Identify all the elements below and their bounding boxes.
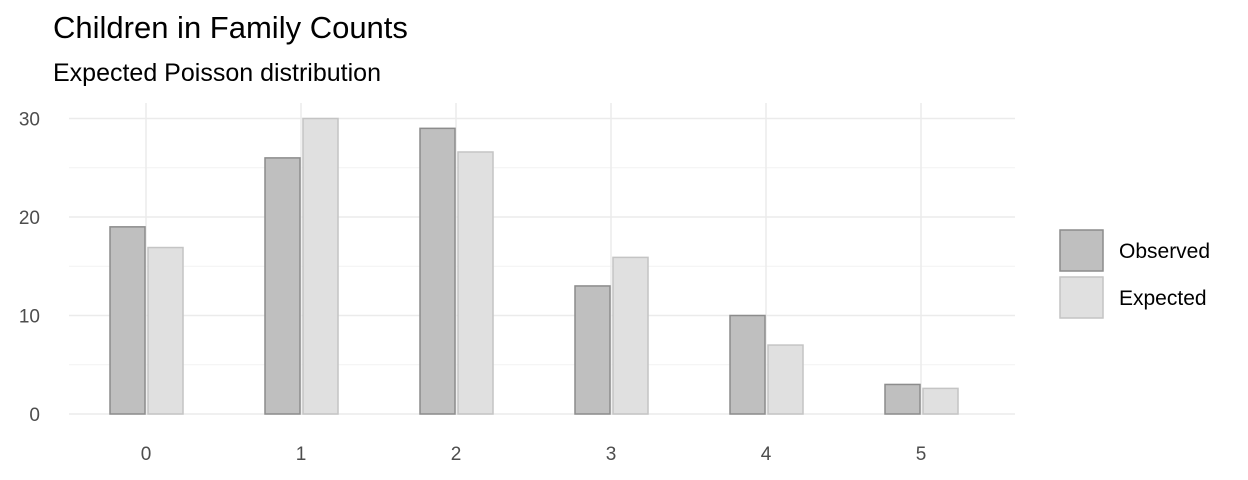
bars: [109, 117, 959, 415]
y-tick-label: 0: [29, 405, 40, 426]
x-tick-label: 4: [761, 444, 772, 465]
bar-observed-4: [729, 314, 766, 415]
bar-expected-0: [147, 246, 184, 415]
bar-expected-2: [457, 151, 494, 415]
bar-expected-4: [767, 344, 804, 415]
bar-observed-1: [264, 157, 301, 415]
bar-expected-1: [302, 117, 339, 415]
legend-label-expected: Expected: [1119, 287, 1207, 310]
bar-expected-5: [922, 387, 959, 415]
legend-label-observed: Observed: [1119, 240, 1210, 263]
legend: Observed Expected: [1059, 229, 1210, 319]
bar-observed-2: [419, 127, 456, 415]
bar-observed-5: [884, 383, 921, 415]
legend-key-observed: [1059, 229, 1104, 272]
x-tick-label: 1: [296, 444, 307, 465]
x-tick-label: 2: [451, 444, 462, 465]
legend-key-expected: [1059, 276, 1104, 319]
x-tick-label: 0: [141, 444, 152, 465]
y-tick-label: 20: [19, 208, 40, 229]
chart-title: Children in Family Counts: [53, 10, 408, 45]
x-tick-label: 3: [606, 444, 617, 465]
grid-lines: [69, 103, 1015, 415]
y-tick-label: 10: [19, 307, 40, 328]
x-tick-label: 5: [916, 444, 927, 465]
bar-observed-3: [574, 285, 611, 415]
bar-expected-3: [612, 256, 649, 415]
y-tick-label: 30: [19, 110, 40, 131]
axis-labels: 0 10 20 30 0 1 2 3 4 5: [19, 110, 926, 466]
bar-observed-0: [109, 226, 146, 415]
chart-subtitle: Expected Poisson distribution: [53, 59, 381, 87]
